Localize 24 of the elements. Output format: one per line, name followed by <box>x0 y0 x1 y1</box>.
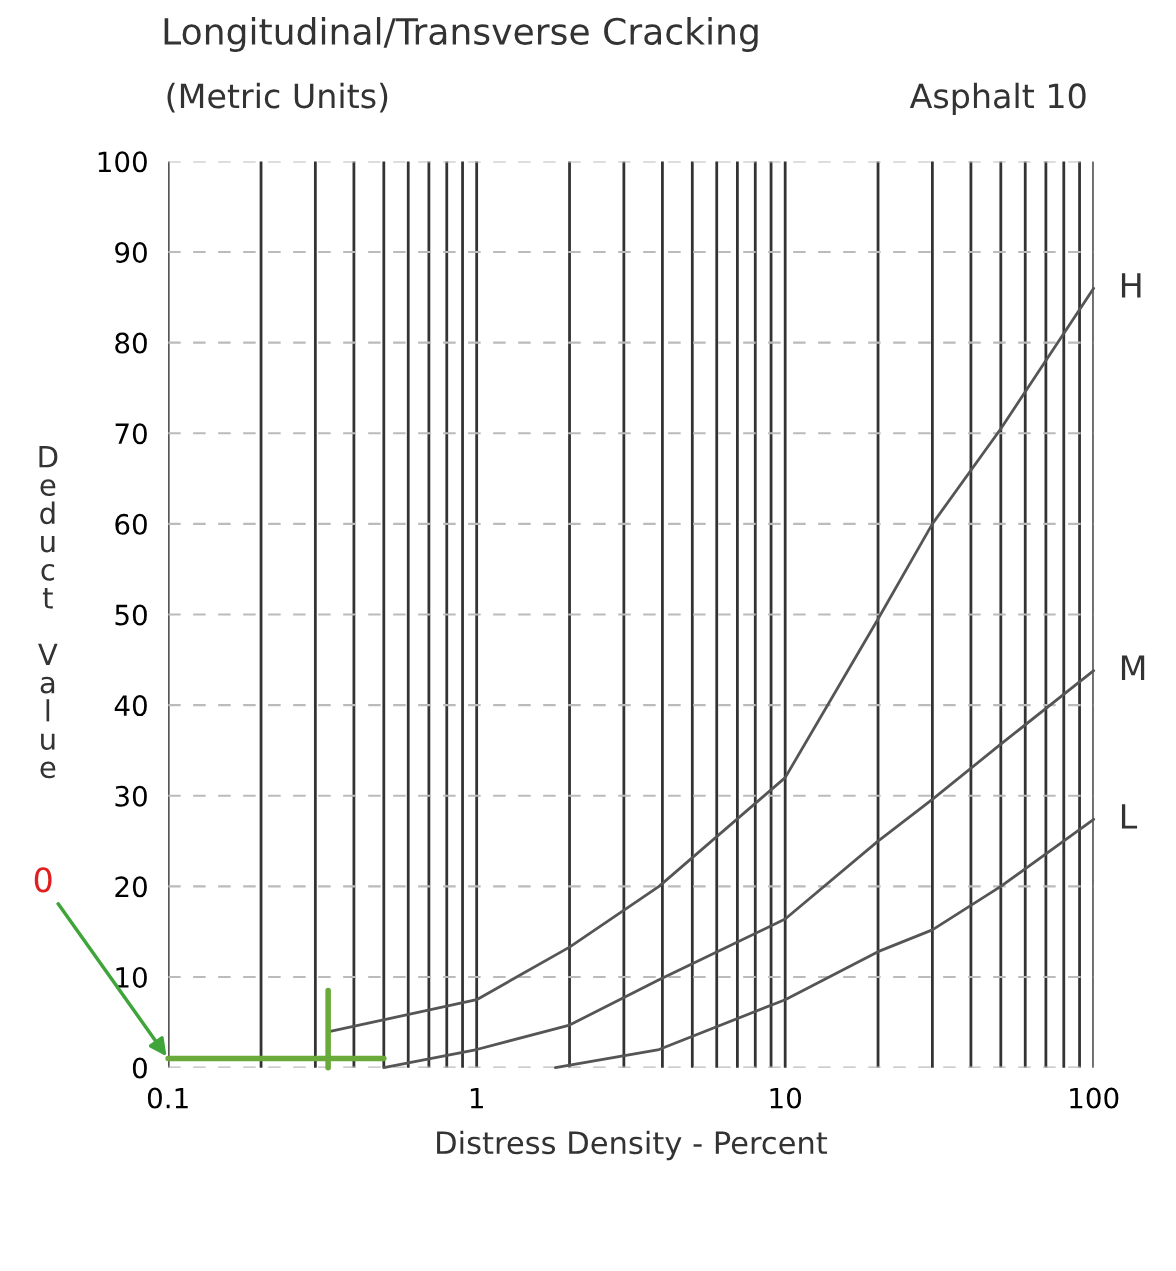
x-tick-label: 10 <box>770 1087 801 1109</box>
series-label: M <box>1121 655 1145 680</box>
y-tick-label: 100 <box>98 151 147 173</box>
chart-subtitle: (Metric Units) <box>167 82 388 113</box>
chart-title: Longitudinal/Transverse Cracking <box>164 17 758 52</box>
series-label: L <box>1121 804 1138 829</box>
series-label: H <box>1121 273 1141 298</box>
y-tick-label: 80 <box>115 332 147 354</box>
y-tick-label: 70 <box>115 423 147 445</box>
annotation: 0 <box>34 867 52 893</box>
y-tick-label: 60 <box>115 513 147 535</box>
y-tick-label: 0 <box>132 1057 147 1079</box>
x-tick-label: 100 <box>1070 1087 1119 1109</box>
x-axis-title: Distress Density - Percent <box>437 1130 828 1161</box>
y-tick-label: 30 <box>115 785 147 807</box>
text: 0.1 <box>147 1087 188 1109</box>
y-tick-label: 40 <box>114 695 147 717</box>
x-tick-label: 1 <box>470 1087 483 1109</box>
y-tick-label: 20 <box>115 876 147 898</box>
text: Deduct Value <box>38 446 58 779</box>
text: Asphalt 10 <box>909 82 1086 115</box>
y-tick-label: 50 <box>115 604 147 626</box>
y-tick-label: 10 <box>116 966 147 988</box>
y-tick-label: 90 <box>115 241 147 263</box>
